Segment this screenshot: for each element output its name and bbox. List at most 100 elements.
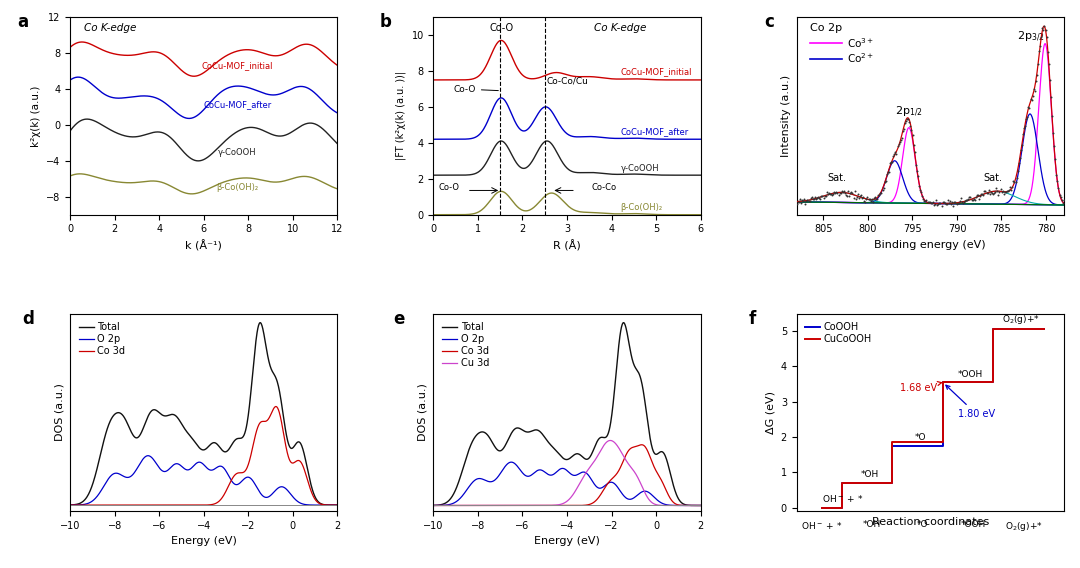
Point [1028,71,1045,80]
Point [1050,184,1067,193]
Co 3d [64,502,77,508]
Point [789,197,807,206]
Co 3d [272,407,285,414]
Point [999,187,1016,196]
Text: *OH: *OH [861,470,879,479]
Point [801,196,819,205]
Line: O 2p: O 2p [70,456,337,505]
O 2p [603,479,616,486]
Point [906,147,923,156]
Point [834,187,851,197]
Point [1053,195,1070,204]
Point [1038,32,1055,41]
Point [1026,86,1043,95]
Cu 3d [603,437,616,444]
Line: Cu 3d: Cu 3d [433,440,701,506]
Point [919,197,936,206]
Point [968,192,985,201]
Point [1027,77,1044,86]
Line: O 2p: O 2p [433,462,701,506]
Point [797,199,814,208]
Point [974,190,991,199]
Point [885,152,902,161]
Text: Co-O: Co-O [438,182,459,191]
Point [881,158,899,168]
Point [1014,130,1031,139]
Point [842,188,860,197]
Point [888,150,905,159]
Text: Sat.: Sat. [983,173,1002,183]
Point [993,187,1010,196]
Point [856,198,874,207]
Point [855,197,873,206]
Point [895,124,913,133]
Point [904,131,921,140]
Point [994,186,1011,195]
Point [907,160,924,169]
Point [1042,92,1059,101]
Point [804,193,821,202]
Point [891,137,908,147]
Point [929,200,946,209]
Point [1004,177,1022,186]
Co 3d [603,479,616,486]
Cu 3d [669,502,681,509]
Point [833,186,850,195]
Text: 2p$_{3/2}$: 2p$_{3/2}$ [1017,30,1045,44]
Point [882,158,900,167]
Point [955,198,972,207]
Point [840,192,858,201]
Total [512,424,525,431]
Co 3d [330,502,343,508]
Point [795,197,812,206]
Point [948,200,966,209]
Point [1012,145,1029,154]
Point [819,190,836,199]
Legend: Total, O 2p, Co 3d, Cu 3d: Total, O 2p, Co 3d, Cu 3d [438,319,492,372]
Point [806,194,823,203]
Point [896,119,914,128]
Text: Co K-edge: Co K-edge [83,23,136,33]
Point [1017,115,1035,124]
Point [865,194,882,203]
Point [930,200,947,209]
Point [862,196,879,205]
Text: CoCu-MOF_initial: CoCu-MOF_initial [201,61,273,70]
Point [849,190,866,199]
Line: Total: Total [70,323,337,505]
Point [1037,26,1054,35]
Line: Co 3d: Co 3d [70,407,337,505]
Point [953,194,970,203]
Point [892,135,909,144]
Point [980,185,997,194]
Cu 3d [604,437,617,444]
Point [947,198,964,207]
Text: Co-O: Co-O [454,85,498,94]
Point [876,177,893,186]
Point [921,197,939,206]
Co 3d [305,488,318,495]
Text: CoCu-MOF_after: CoCu-MOF_after [203,100,271,109]
O 2p [141,452,154,459]
Point [970,191,987,200]
Point [937,199,955,208]
Point [866,193,883,202]
Point [873,188,890,197]
Point [827,187,845,196]
Point [860,194,877,203]
Cu 3d [427,502,440,509]
Point [957,197,974,206]
Cu 3d [512,502,525,509]
X-axis label: Energy (eV): Energy (eV) [171,537,237,546]
Point [976,187,994,196]
O 2p [272,485,285,491]
Text: CoCu-MOF_after: CoCu-MOF_after [620,127,689,136]
Co 3d [492,502,505,509]
Point [954,198,971,207]
Point [969,191,986,200]
Point [1025,85,1042,94]
Point [975,190,993,199]
Cu 3d [492,502,505,509]
Co 3d [239,467,252,474]
Point [931,199,948,208]
